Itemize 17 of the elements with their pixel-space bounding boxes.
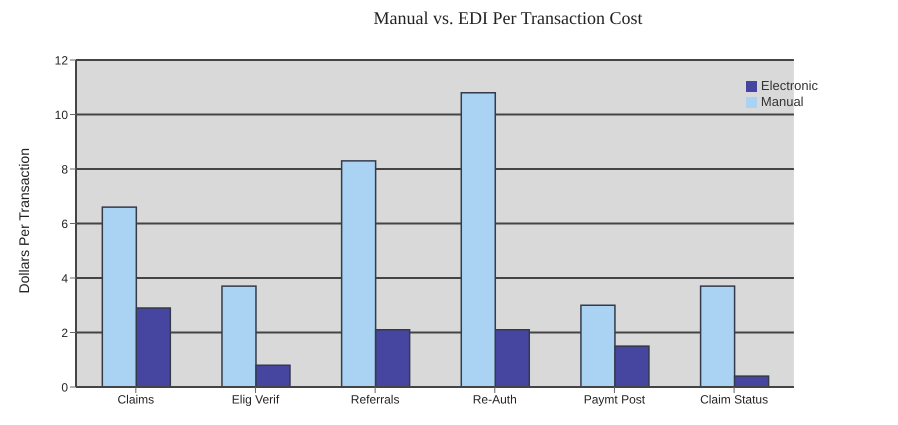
x-tick-label: Referrals (350, 392, 400, 407)
chart-title: Manual vs. EDI Per Transaction Cost (372, 8, 644, 30)
x-tick-label: Claim Status (700, 392, 768, 407)
x-tick-label: Claims (117, 392, 154, 407)
legend-label: Manual (760, 94, 804, 109)
y-tick-label: 2 (61, 326, 68, 340)
legend-label: Electronic (760, 78, 818, 93)
y-tick-label: 6 (61, 216, 68, 231)
x-tick-label: Paymt Post (584, 392, 646, 407)
y-axis-title: Dollars Per Transaction (16, 148, 32, 294)
x-tick-label: Elig Verif (232, 392, 280, 407)
y-tick-label: 0 (61, 380, 68, 394)
y-tick-label: 8 (61, 162, 68, 176)
y-tick-label: 12 (54, 53, 68, 68)
x-tick-label: Re-Auth (472, 392, 517, 407)
y-tick-label: 4 (61, 271, 68, 286)
y-tick-label: 10 (54, 108, 68, 122)
